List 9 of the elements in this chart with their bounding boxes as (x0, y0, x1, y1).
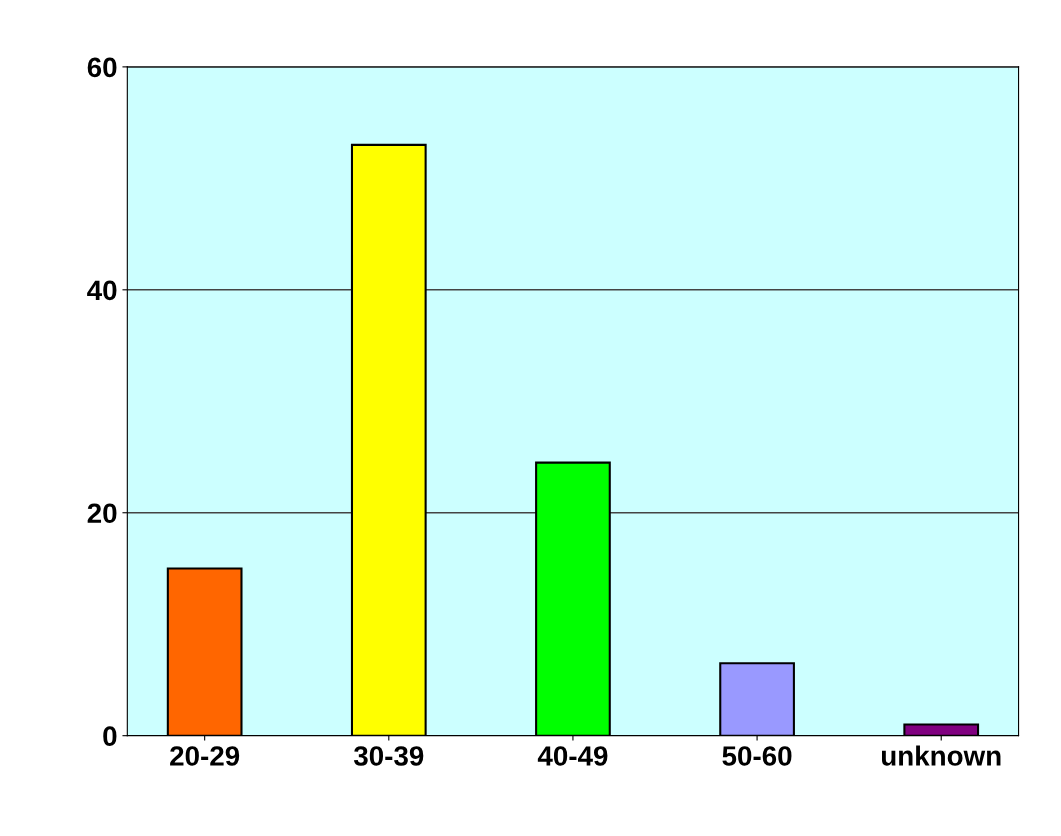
y-tick-label: 20 (87, 503, 117, 524)
x-tick-label: 20-29 (170, 746, 240, 766)
x-tick-label: 30-39 (353, 746, 424, 766)
y-tick-label: 60 (87, 57, 117, 78)
x-tick-label: 40-49 (537, 746, 608, 766)
y-tick-label: 40 (87, 280, 117, 301)
y-tick-label: 0 (103, 726, 117, 747)
x-tick-label: 50-60 (722, 746, 792, 766)
x-tick-label: unknown (882, 745, 1001, 766)
